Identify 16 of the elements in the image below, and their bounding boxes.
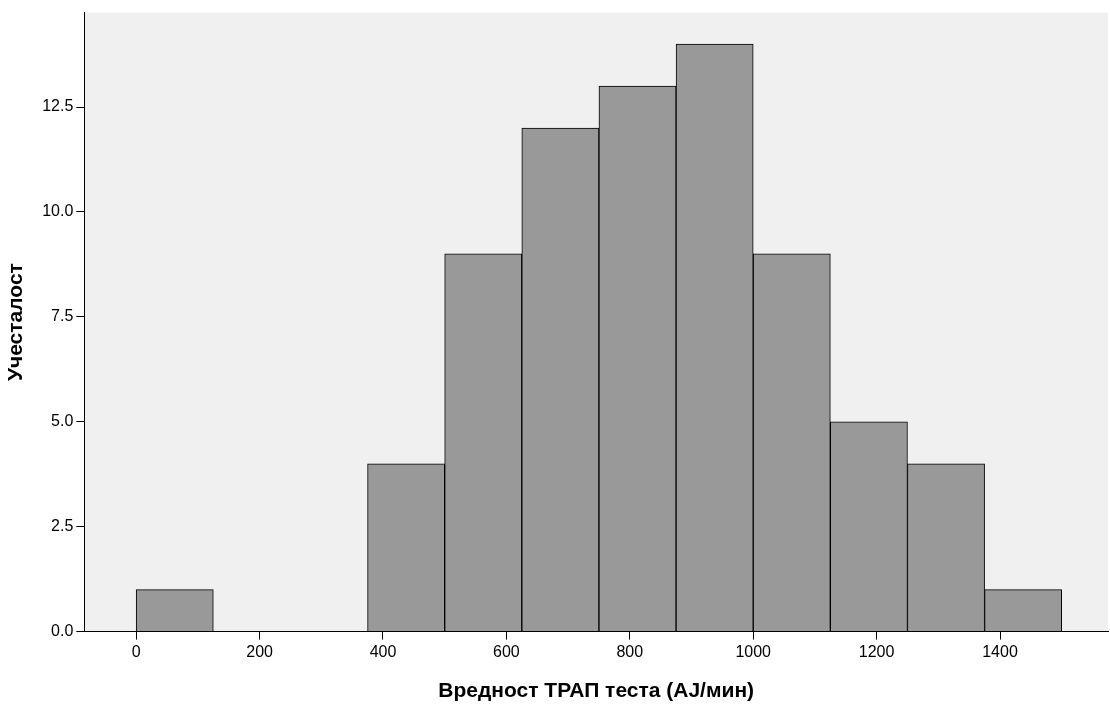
y-tick-label: 7.5	[51, 307, 74, 325]
x-tick-label: 200	[246, 642, 274, 660]
x-tick-label: 1000	[735, 642, 772, 660]
y-tick-label: 10.0	[42, 202, 74, 220]
y-tick-label: 5.0	[51, 412, 74, 430]
y-tick-label: 2.5	[51, 517, 74, 535]
x-axis-title: Вредност ТРАП теста (AJ/мин)	[438, 678, 755, 702]
y-tick-label: 12.5	[42, 97, 74, 115]
x-tick-label: 400	[369, 642, 397, 660]
x-tick-label: 1200	[858, 642, 895, 660]
y-tick-label: 0.0	[51, 622, 74, 640]
x-tick-label: 1400	[982, 642, 1018, 660]
x-tick-label: 800	[616, 642, 644, 660]
y-axis-title: Учесталост	[3, 263, 27, 382]
x-tick-label: 600	[493, 642, 520, 660]
x-tick-label: 0	[131, 642, 141, 660]
